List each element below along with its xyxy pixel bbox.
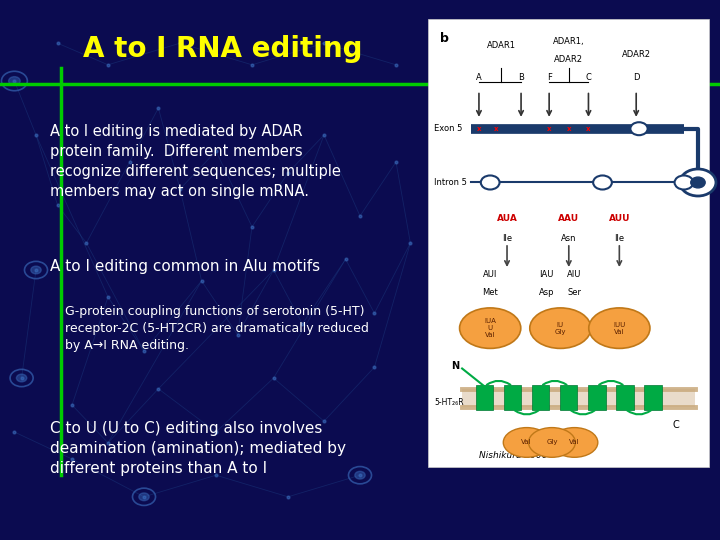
- Text: Ile: Ile: [502, 234, 512, 243]
- Text: G-protein coupling functions of serotonin (5-HT)
receptor-2C (5-HT2CR) are drama: G-protein coupling functions of serotoni…: [65, 305, 369, 352]
- Text: C: C: [585, 73, 591, 82]
- Ellipse shape: [530, 308, 591, 348]
- Text: Intron 5: Intron 5: [434, 178, 467, 187]
- Circle shape: [680, 169, 716, 196]
- Text: Gly: Gly: [546, 440, 558, 445]
- Text: AIU: AIU: [567, 270, 582, 279]
- Text: B: B: [518, 73, 524, 82]
- Circle shape: [481, 176, 500, 190]
- Ellipse shape: [528, 428, 575, 457]
- Circle shape: [690, 177, 705, 188]
- Text: 5-HT₂₆R: 5-HT₂₆R: [434, 397, 464, 407]
- FancyBboxPatch shape: [476, 386, 493, 410]
- Ellipse shape: [589, 308, 650, 348]
- Text: C: C: [672, 420, 679, 430]
- FancyBboxPatch shape: [532, 386, 549, 410]
- Text: Exon 5: Exon 5: [434, 124, 462, 133]
- Text: x: x: [493, 126, 498, 132]
- Text: Asn: Asn: [561, 234, 577, 243]
- FancyBboxPatch shape: [504, 386, 521, 410]
- FancyBboxPatch shape: [644, 386, 662, 410]
- Text: x: x: [567, 126, 571, 132]
- Text: A to I RNA editing: A to I RNA editing: [83, 35, 362, 63]
- Text: ADAR1: ADAR1: [487, 42, 516, 50]
- Circle shape: [31, 266, 41, 274]
- Text: N: N: [451, 361, 459, 372]
- FancyBboxPatch shape: [588, 386, 606, 410]
- Text: Met: Met: [482, 288, 498, 297]
- Text: Val: Val: [521, 440, 532, 445]
- Text: AUU: AUU: [608, 214, 630, 223]
- Text: IUA
U
Val: IUA U Val: [485, 319, 496, 338]
- Text: IU
Gly: IU Gly: [554, 322, 566, 335]
- Text: AUI: AUI: [483, 270, 498, 279]
- Text: Ser: Ser: [567, 288, 582, 297]
- Circle shape: [9, 77, 20, 85]
- FancyBboxPatch shape: [428, 19, 709, 467]
- Text: D: D: [633, 73, 639, 82]
- Text: A: A: [476, 73, 482, 82]
- Circle shape: [17, 374, 27, 382]
- Text: IAU: IAU: [539, 270, 554, 279]
- Text: A to I editing common in Alu motifs: A to I editing common in Alu motifs: [50, 259, 320, 274]
- Text: A to I editing is mediated by ADAR
protein family.  Different members
recognize : A to I editing is mediated by ADAR prote…: [50, 124, 341, 199]
- Text: ADAR2: ADAR2: [621, 50, 651, 59]
- Ellipse shape: [551, 428, 598, 457]
- Text: x: x: [477, 126, 481, 132]
- FancyBboxPatch shape: [560, 386, 577, 410]
- FancyBboxPatch shape: [462, 389, 696, 407]
- FancyBboxPatch shape: [616, 386, 634, 410]
- Text: F: F: [546, 73, 552, 82]
- Text: ADAR1,: ADAR1,: [553, 37, 585, 46]
- Text: AAU: AAU: [558, 214, 580, 223]
- Ellipse shape: [503, 428, 550, 457]
- Text: IUU
Val: IUU Val: [613, 322, 626, 335]
- Text: b: b: [440, 32, 449, 45]
- Text: Asp: Asp: [539, 288, 554, 297]
- Text: AUA: AUA: [497, 214, 518, 223]
- Circle shape: [139, 493, 149, 501]
- Text: Nishikura 2006: Nishikura 2006: [479, 451, 547, 461]
- Text: x: x: [547, 126, 552, 132]
- Text: ADAR2: ADAR2: [554, 55, 583, 64]
- Text: Val: Val: [570, 440, 580, 445]
- Text: x: x: [586, 126, 590, 132]
- Text: Ile: Ile: [614, 234, 624, 243]
- Circle shape: [631, 122, 648, 135]
- Circle shape: [593, 176, 612, 190]
- Text: C to U (U to C) editing also involves
deamination (amination); mediated by
diffe: C to U (U to C) editing also involves de…: [50, 421, 346, 476]
- Circle shape: [675, 176, 693, 190]
- Ellipse shape: [459, 308, 521, 348]
- Circle shape: [355, 471, 365, 479]
